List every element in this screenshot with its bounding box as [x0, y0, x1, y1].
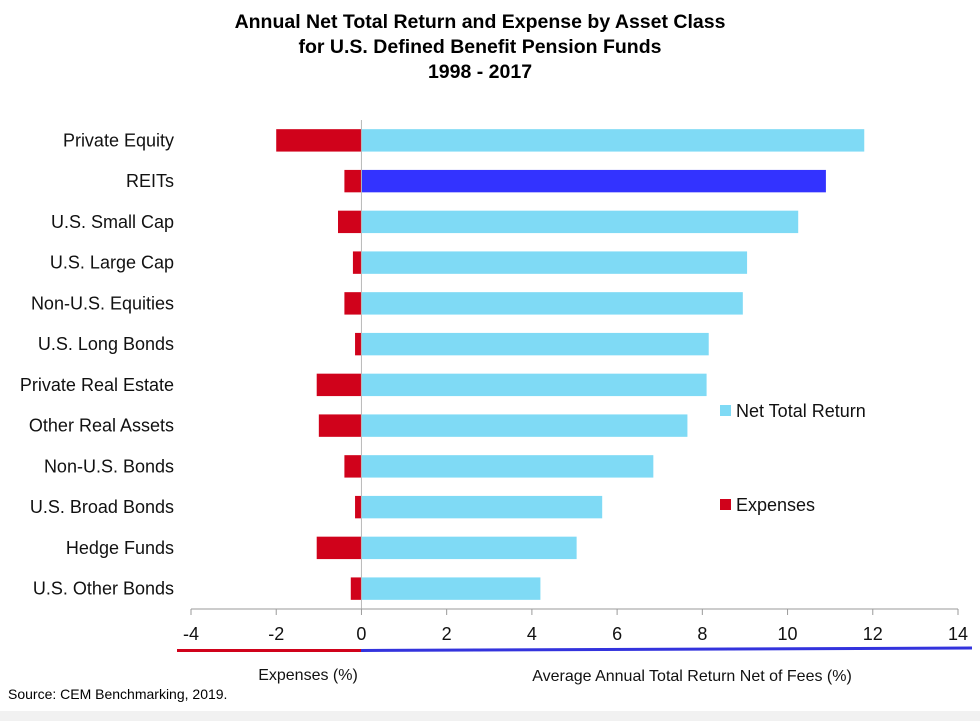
bar-expense-private-real-estate — [316, 373, 362, 397]
bar-return-reits — [361, 169, 826, 193]
chart-subtitle: for U.S. Defined Benefit Pension Funds — [298, 36, 662, 58]
category-label: Other Real Assets — [29, 416, 174, 436]
chart-title: Annual Net Total Return and Expense by A… — [234, 11, 726, 33]
bottom-strip — [0, 711, 980, 721]
legend: Net Total Return Expenses — [720, 401, 866, 515]
bar-return-u-s-broad-bonds — [361, 495, 603, 519]
bar-return-private-real-estate — [361, 373, 707, 397]
chart-period: 1998 - 2017 — [427, 61, 533, 83]
x-tick-label: 8 — [697, 624, 707, 644]
bar-expense-private-equity — [276, 129, 362, 152]
category-label: REITs — [126, 171, 174, 191]
x-tick-label: 2 — [442, 624, 452, 644]
bar-return-u-s-long-bonds — [361, 332, 709, 356]
category-label: Hedge Funds — [66, 538, 174, 558]
x-tick-label: 14 — [948, 624, 968, 644]
bar-expense-hedge-funds — [316, 536, 362, 560]
bar-expense-u-s-small-cap — [338, 210, 362, 234]
legend-swatch-expenses — [720, 499, 731, 510]
bar-return-private-equity — [361, 129, 865, 152]
legend-label-net-total-return: Net Total Return — [736, 401, 866, 421]
legend-swatch-net-total-return — [720, 405, 731, 416]
bar-return-non-u-s-bonds — [361, 455, 654, 478]
bar-return-non-u-s-equities — [361, 292, 743, 315]
x-tick-label: 12 — [863, 624, 883, 644]
category-label: Non-U.S. Equities — [31, 293, 174, 313]
category-label: Private Equity — [63, 130, 174, 150]
chart-title-block: Annual Net Total Return and Expense by A… — [0, 10, 960, 85]
x-tick-label: 10 — [778, 624, 798, 644]
bars — [276, 129, 865, 600]
source-note: Source: CEM Benchmarking, 2019. — [8, 686, 228, 702]
bar-return-hedge-funds — [361, 536, 577, 560]
bar-expense-non-u-s-bonds — [344, 455, 362, 478]
x-axis-label-expenses: Expenses (%) — [258, 667, 358, 684]
x-tick-label: 6 — [612, 624, 622, 644]
x-tick-label: 0 — [356, 624, 366, 644]
bar-expense-u-s-other-bonds — [350, 577, 362, 600]
legend-label-expenses: Expenses — [736, 495, 815, 515]
bar-expense-u-s-large-cap — [352, 251, 362, 274]
bar-return-u-s-other-bonds — [361, 577, 541, 600]
bar-expense-non-u-s-equities — [344, 292, 362, 315]
bar-return-u-s-large-cap — [361, 251, 748, 274]
bar-return-u-s-small-cap — [361, 210, 799, 234]
bar-expense-u-s-broad-bonds — [355, 495, 362, 519]
category-label: U.S. Long Bonds — [38, 334, 174, 354]
category-label: U.S. Small Cap — [51, 212, 174, 232]
positive-axis-underline — [360, 646, 973, 652]
x-tick-label: -2 — [268, 624, 284, 644]
x-tick-label: -4 — [183, 624, 199, 644]
bar-expense-reits — [344, 169, 362, 193]
bar-expense-u-s-long-bonds — [355, 332, 362, 356]
category-labels: Private Equity REITs U.S. Small Cap U.S. La… — [20, 130, 174, 598]
bar-return-other-real-assets — [361, 414, 688, 437]
axes — [191, 120, 958, 610]
category-label: Non-U.S. Bonds — [44, 456, 174, 476]
x-axis-label-return: Average Annual Total Return Net of Fees … — [532, 668, 852, 685]
x-tick-label: 4 — [527, 624, 537, 644]
category-label: U.S. Other Bonds — [33, 579, 174, 599]
category-label: Private Real Estate — [20, 375, 174, 395]
category-label: U.S. Broad Bonds — [30, 497, 174, 517]
x-ticks: -4 -2 0 2 4 6 8 10 12 14 — [183, 609, 968, 644]
category-label: U.S. Large Cap — [50, 253, 174, 273]
bar-expense-other-real-assets — [318, 414, 362, 437]
